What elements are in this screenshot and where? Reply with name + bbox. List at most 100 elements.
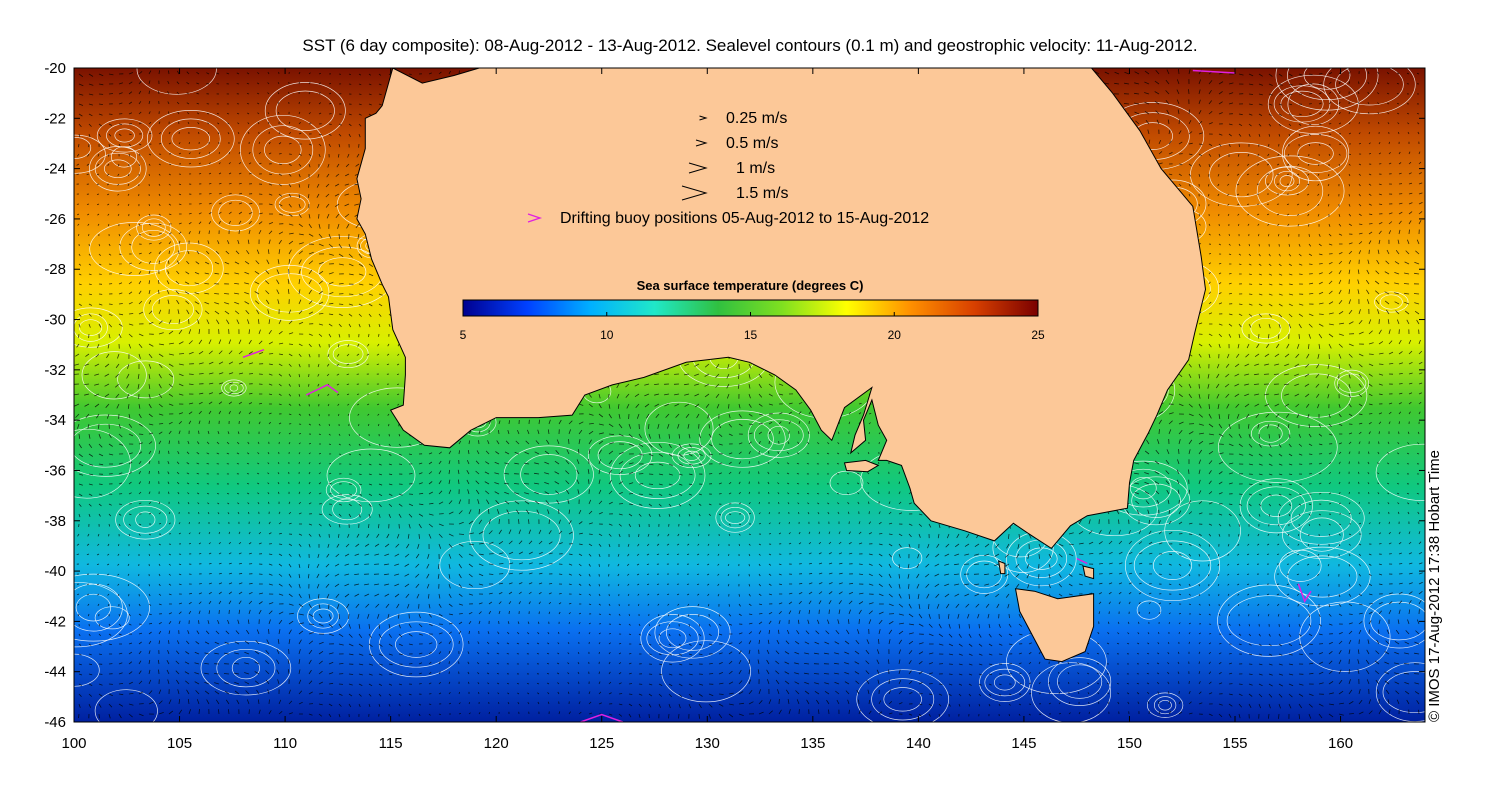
colorbar: Sea surface temperature (degrees C) 5 10 1… [460, 278, 1045, 342]
sealevel-contour [665, 614, 720, 651]
sealevel-contour [326, 448, 416, 503]
buoy-legend: Drifting buoy positions 05-Aug-2012 to 1… [527, 210, 929, 227]
sealevel-contour [119, 222, 187, 271]
velocity-legend: 0.25 m/s 0.5 m/s 1 m/s 1.5 m/s [681, 110, 788, 202]
velocity-legend-arrow [688, 162, 708, 174]
sealevel-contour [720, 506, 750, 529]
sealevel-contour [318, 257, 367, 287]
sealevel-contour [1136, 600, 1162, 620]
sealevel-contour [1275, 68, 1379, 111]
sealevel-contour [753, 419, 804, 452]
sealevel-contour [75, 593, 112, 622]
x-axis: 100 105 110 115 120 125 130 135 140 145 150 155 160 [61, 68, 1353, 752]
y-tick-label: -30 [44, 312, 66, 329]
sealevel-contour [1282, 510, 1362, 559]
sealevel-contour [216, 648, 276, 688]
sealevel-contour [1323, 68, 1416, 115]
sealevel-contour [1057, 664, 1103, 699]
y-tick-label: -42 [44, 613, 66, 630]
sealevel-contour [1274, 170, 1300, 192]
x-tick-label: 135 [800, 735, 825, 752]
sealevel-contour [74, 581, 128, 648]
sealevel-contour [249, 265, 330, 321]
sealevel-contour [94, 152, 141, 185]
colorbar-tick-label: 10 [600, 328, 614, 342]
sealevel-contour [1287, 83, 1340, 126]
y-tick-label: -46 [44, 714, 66, 731]
sealevel-contour [829, 470, 864, 496]
sealevel-contour [1281, 373, 1352, 418]
x-tick-label: 125 [589, 735, 614, 752]
y-tick-label: -28 [44, 261, 66, 278]
sealevel-contour [74, 313, 108, 342]
sealevel-contour [1280, 90, 1324, 118]
y-tick-label: -24 [44, 161, 66, 178]
y-tick-label: -34 [44, 412, 66, 429]
x-tick-label: 105 [167, 735, 192, 752]
y-tick-label: -40 [44, 563, 66, 580]
sealevel-contour [325, 477, 362, 503]
sealevel-contour [1124, 529, 1221, 602]
sealevel-contour [74, 414, 156, 477]
sealevel-contour [136, 214, 172, 241]
sealevel-contour [1265, 364, 1368, 427]
x-tick-label: 115 [379, 735, 403, 752]
y-tick-label: -20 [44, 60, 66, 77]
sealevel-contour [74, 583, 123, 632]
sealevel-contour [1256, 166, 1324, 216]
sealevel-contour [1146, 692, 1184, 718]
buoy-legend-label: Drifting buoy positions 05-Aug-2012 to 1… [560, 210, 929, 227]
sealevel-contour [321, 494, 373, 525]
sealevel-contour [264, 82, 346, 140]
sealevel-contour [892, 547, 923, 569]
sealevel-contour [141, 218, 166, 237]
sealevel-contour [218, 199, 253, 226]
sealevel-contour [131, 229, 176, 264]
sealevel-contour [1129, 476, 1157, 500]
velocity-legend-label: 0.5 m/s [726, 135, 778, 152]
velocity-legend-arrow [695, 139, 708, 147]
sealevel-contour [1379, 294, 1403, 310]
sealevel-contour [1297, 142, 1334, 165]
sealevel-contour [1190, 142, 1293, 207]
y-tick-label: -38 [44, 513, 66, 530]
sealevel-contour [332, 344, 364, 364]
sealevel-contour [1031, 662, 1112, 722]
sealevel-contour [658, 628, 687, 649]
y-axis: -20 -22 -24 -26 -28 -30 -32 -34 -36 -38 -40 -42 -44 -… [44, 60, 1425, 731]
sealevel-contour [644, 401, 714, 456]
x-tick-label: 130 [695, 735, 720, 752]
y-tick-label: -26 [44, 211, 66, 228]
sealevel-contour [1375, 662, 1425, 722]
credit-text: © IMOS 17-Aug-2012 17:38 Hobart Time [1426, 449, 1443, 722]
sealevel-contour [74, 428, 131, 499]
sealevel-contour [229, 384, 239, 392]
sealevel-contour [597, 441, 643, 470]
king-island [997, 560, 1006, 575]
buoy-legend-marker [527, 213, 543, 223]
y-tick-label: -32 [44, 362, 66, 379]
sealevel-contour [725, 511, 746, 524]
sealevel-contour [1209, 152, 1274, 198]
sealevel-contour [89, 146, 147, 192]
sealevel-contour [1277, 491, 1365, 545]
colorbar-ticks: 5 10 15 20 25 [460, 312, 1045, 342]
sealevel-contour [1250, 317, 1282, 340]
sealevel-contour [1374, 291, 1409, 313]
sealevel-contour [640, 614, 705, 663]
sealevel-contour [79, 319, 103, 336]
y-tick-label: -22 [44, 110, 66, 127]
buoy-track [1192, 69, 1236, 74]
sealevel-contour [469, 500, 574, 571]
sealevel-contour [221, 379, 247, 397]
sealevel-contour [993, 674, 1016, 691]
sealevel-contour [96, 118, 153, 153]
sealevel-contour [1164, 500, 1241, 562]
sealevel-contour [661, 640, 752, 703]
sealevel-contour [654, 606, 731, 659]
colorbar-title: Sea surface temperature (degrees C) [637, 278, 864, 293]
x-tick-label: 150 [1117, 735, 1142, 752]
sealevel-contour [239, 114, 326, 185]
x-tick-label: 160 [1328, 735, 1353, 752]
sealevel-contour [1290, 499, 1352, 537]
